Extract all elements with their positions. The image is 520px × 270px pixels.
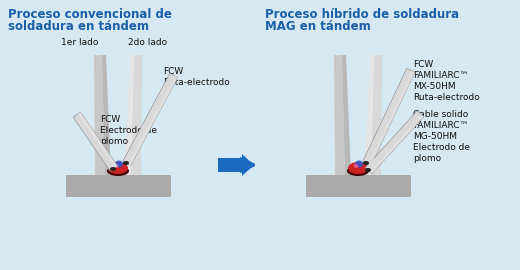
Polygon shape [73,112,118,171]
Polygon shape [131,55,142,175]
Text: Proceso convencional de: Proceso convencional de [8,8,172,21]
Ellipse shape [347,166,369,176]
Ellipse shape [363,161,369,165]
Polygon shape [78,112,118,168]
Ellipse shape [355,160,363,167]
Polygon shape [125,55,134,175]
Ellipse shape [110,167,116,171]
Text: 1er lado: 1er lado [61,38,99,47]
Ellipse shape [123,161,129,165]
Polygon shape [342,55,351,175]
Polygon shape [334,55,345,175]
Text: 2do lado: 2do lado [128,38,167,47]
Text: FCW
Electrodo de
plomo: FCW Electrodo de plomo [100,115,157,146]
Text: Cable solido
FAMILIARC™
MG-50HM
Electrodo de
plomo: Cable solido FAMILIARC™ MG-50HM Electrod… [413,110,470,163]
Polygon shape [363,69,415,165]
Ellipse shape [354,164,358,168]
Polygon shape [102,55,111,175]
Bar [306,175,410,197]
FancyArrow shape [218,154,254,176]
Ellipse shape [348,162,368,174]
Polygon shape [370,114,424,174]
Text: FCW
FAMILIARC™
MX-50HM
Ruta-electrodo: FCW FAMILIARC™ MX-50HM Ruta-electrodo [413,60,480,102]
Ellipse shape [365,168,371,172]
Polygon shape [371,55,382,175]
Bar [66,175,171,197]
Text: MAG en tándem: MAG en tándem [265,20,371,33]
Polygon shape [105,165,131,175]
Text: Proceso híbrido de soldadura: Proceso híbrido de soldadura [265,8,459,21]
Text: FCW
Ruta-electrodo: FCW Ruta-electrodo [163,67,230,87]
Ellipse shape [113,164,119,168]
Polygon shape [94,55,105,175]
Polygon shape [366,111,424,174]
Polygon shape [123,73,178,166]
Polygon shape [345,165,371,175]
Polygon shape [128,76,178,166]
Text: soldadura en tándem: soldadura en tándem [8,20,149,33]
Ellipse shape [115,160,123,167]
Ellipse shape [108,162,128,174]
Polygon shape [365,55,374,175]
Ellipse shape [107,166,129,176]
Polygon shape [368,71,415,165]
